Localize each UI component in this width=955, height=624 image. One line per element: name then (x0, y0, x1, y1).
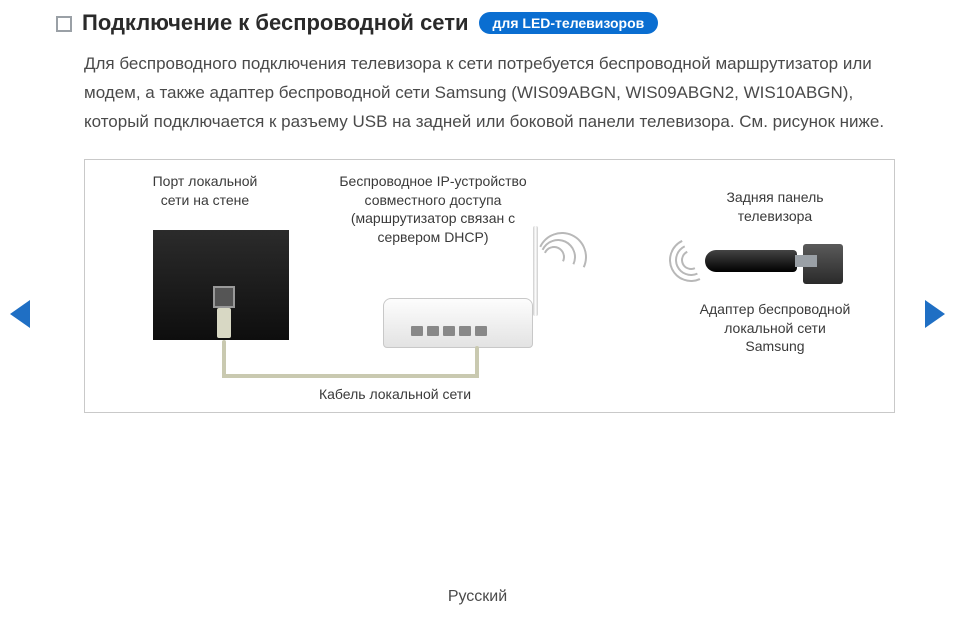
intro-paragraph: Для беспроводного подключения телевизора… (84, 50, 895, 137)
connection-diagram: Порт локальнойсети на стене Беспроводное… (84, 159, 895, 413)
language-label: Русский (0, 588, 955, 606)
section-title: Подключение к беспроводной сети (82, 10, 469, 36)
lan-cable-label: Кабель локальной сети (295, 385, 495, 404)
led-tv-badge: для LED-телевизоров (479, 12, 659, 34)
adapter-label: Адаптер беспроводнойлокальной сетиSamsun… (665, 300, 885, 357)
wireless-adapter-icon (689, 250, 819, 272)
prev-page-button[interactable] (10, 300, 30, 328)
wall-port-icon (153, 230, 289, 340)
router-label: Беспроводное IP-устройствосовместного до… (303, 172, 563, 248)
square-bullet-icon (56, 16, 72, 32)
next-page-button[interactable] (925, 300, 945, 328)
wireless-router-icon (383, 278, 553, 348)
section-header: Подключение к беспроводной сети для LED-… (56, 10, 895, 36)
tv-rear-label: Задняя панельтелевизора (685, 188, 865, 226)
wall-port-label: Порт локальнойсети на стене (125, 172, 285, 210)
